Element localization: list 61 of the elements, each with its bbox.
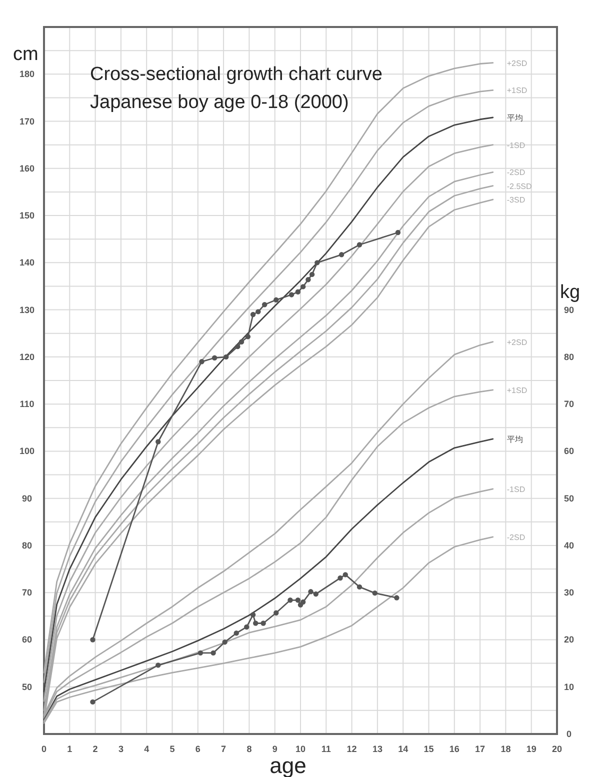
series-label: +2SD — [506, 58, 528, 68]
x-tick-label: 4 — [144, 744, 150, 754]
x-tick-label: 9 — [272, 744, 278, 754]
y-tick-label: 80 — [22, 540, 32, 550]
y-tick-label: 130 — [19, 304, 35, 315]
x-tick-label: 17 — [475, 744, 486, 754]
y2-tick-label: 90 — [564, 304, 574, 315]
y2-axis-title: kg — [560, 282, 580, 303]
y-tick-label: 160 — [19, 163, 35, 174]
x-tick-label: 10 — [295, 744, 306, 754]
y2-tick-label: 20 — [564, 634, 574, 645]
x-tick-label: 5 — [170, 744, 175, 754]
y-tick-label: 150 — [19, 210, 35, 221]
series-label: 平均 — [506, 113, 523, 122]
series-label: 平均 — [506, 434, 523, 444]
x-tick-label: 14 — [398, 744, 408, 754]
y-tick-label: 180 — [19, 69, 35, 80]
series-label: +1SD — [506, 86, 528, 96]
x-tick-label: 1 — [67, 744, 72, 754]
x-tick-label: 2 — [92, 744, 98, 754]
series-label: -2.5SD — [506, 182, 532, 191]
y2-tick-label: 80 — [564, 352, 574, 362]
x-tick-label: 0 — [41, 744, 47, 754]
x-tick-label: 11 — [321, 744, 331, 754]
y-tick-label: 120 — [19, 352, 35, 362]
x-tick-label: 3 — [118, 744, 124, 754]
x-tick-label: 19 — [526, 744, 536, 754]
y-axis-title: cm — [13, 44, 38, 65]
y2-tick-label: 70 — [564, 399, 574, 410]
series-label: -2SD — [506, 168, 526, 178]
series-label: -1SD — [506, 140, 526, 150]
x-tick-label: 20 — [552, 744, 562, 754]
text: Japanese boy age 0-18 (2000) — [90, 92, 349, 113]
x-tick-label: 7 — [221, 744, 226, 754]
y-tick-label: 170 — [19, 116, 35, 126]
y2-tick-label: 10 — [564, 682, 574, 692]
y2-tick-label: 0 — [566, 729, 572, 739]
y-tick-label: 60 — [22, 634, 32, 645]
x-tick-label: 13 — [372, 744, 382, 754]
y2-tick-label: 50 — [564, 493, 574, 504]
x-tick-label: 8 — [246, 744, 252, 754]
x-tick-label: 12 — [346, 744, 357, 754]
y-tick-label: 140 — [19, 258, 35, 268]
series-label: -1SD — [506, 484, 526, 494]
x-tick-label: 18 — [500, 744, 511, 754]
text: Cross-sectional growth chart curve — [90, 64, 382, 85]
series-label: -3SD — [506, 196, 526, 205]
y-tick-label: 70 — [22, 588, 32, 598]
y-tick-label: 50 — [22, 682, 32, 692]
y-tick-label: 110 — [20, 399, 34, 410]
x-tick-label: 6 — [195, 744, 200, 754]
x-tick-label: 16 — [449, 744, 460, 754]
series-label: +1SD — [506, 386, 528, 395]
x-tick-label: 15 — [424, 744, 434, 754]
y-tick-label: 90 — [22, 493, 32, 504]
y2-tick-label: 30 — [564, 588, 574, 598]
y2-tick-label: 40 — [564, 540, 574, 550]
series-label: -2SD — [506, 532, 526, 542]
y-tick-label: 100 — [19, 446, 35, 456]
series-label: +2SD — [506, 338, 528, 347]
y2-tick-label: 60 — [564, 446, 574, 456]
